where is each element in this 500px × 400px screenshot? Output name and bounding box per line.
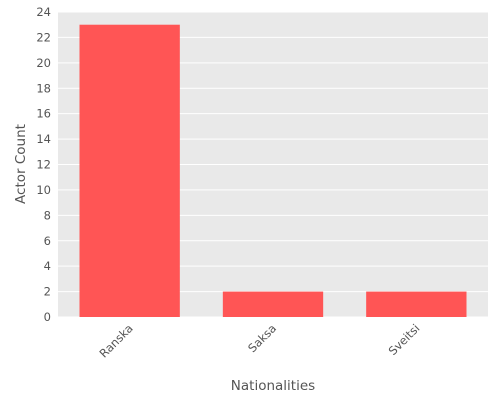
y-tick-label: 12 (36, 158, 51, 172)
y-tick-label: 16 (36, 107, 51, 121)
y-tick-label: 18 (36, 81, 51, 95)
y-tick-label: 2 (44, 285, 51, 299)
bars (79, 24, 467, 317)
y-tick-label: 6 (44, 234, 51, 248)
x-tick-labels: Ranska Saksa Sveitsi (96, 321, 422, 360)
y-tick-label: 14 (36, 132, 51, 146)
y-tick-label: 8 (44, 208, 51, 222)
bar-sveitsi (366, 291, 467, 317)
y-axis-title: Actor Count (13, 124, 29, 204)
x-tick-label: Sveitsi (386, 321, 423, 358)
y-tick-label: 22 (36, 30, 51, 44)
x-tick-label: Saksa (245, 321, 279, 355)
x-axis-title: Nationalities (231, 378, 315, 394)
y-tick-label: 10 (36, 183, 51, 197)
y-tick-label: 20 (36, 56, 51, 70)
bar-saksa (222, 291, 324, 317)
bar-ranska (79, 24, 180, 317)
x-tick-label: Ranska (96, 321, 135, 360)
y-tick-label: 0 (44, 310, 51, 324)
y-tick-label: 4 (44, 259, 51, 273)
y-tick-label: 24 (36, 5, 51, 19)
